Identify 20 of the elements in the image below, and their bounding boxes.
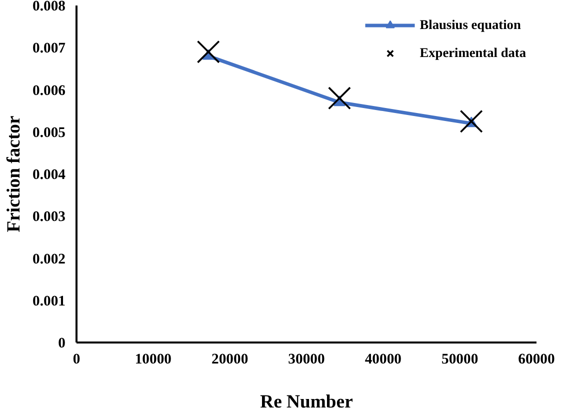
- y-tick-label: 0.008: [32, 0, 66, 14]
- x-tick-label: 20000: [212, 352, 248, 368]
- y-tick-label: 0.004: [32, 167, 66, 183]
- y-tick-label: 0.003: [32, 209, 66, 226]
- x-tick-label: 50000: [442, 352, 478, 368]
- x-tick-label: 10000: [134, 352, 172, 368]
- x-tick-label: 30000: [288, 352, 325, 368]
- y-axis-title: Friction factor: [4, 116, 25, 232]
- x-tick-label: 60000: [518, 352, 555, 368]
- y-tick-label: 0: [58, 336, 66, 352]
- legend-label: Experimental data: [420, 45, 526, 61]
- y-tick-label: 0.001: [32, 293, 66, 310]
- legend-label: Blausius equation: [420, 17, 521, 33]
- y-tick-label: 0.002: [32, 251, 66, 268]
- x-tick-label: 40000: [364, 352, 402, 368]
- x-axis-title: Re Number: [260, 392, 353, 412]
- x-tick-label: 0: [72, 352, 80, 368]
- y-tick-label: 0.007: [32, 40, 66, 57]
- y-tick-label: 0.005: [32, 124, 66, 141]
- y-tick-label: 0.006: [32, 82, 66, 99]
